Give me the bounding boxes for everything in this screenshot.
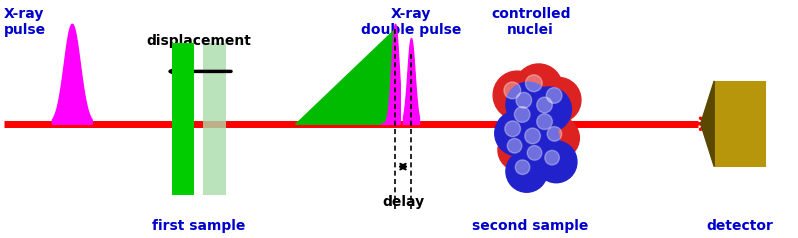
Ellipse shape (536, 78, 581, 122)
Text: detector: detector (707, 219, 773, 233)
Ellipse shape (525, 128, 540, 144)
Ellipse shape (506, 82, 551, 127)
Ellipse shape (537, 97, 552, 113)
Ellipse shape (526, 75, 543, 92)
Ellipse shape (495, 111, 539, 156)
Ellipse shape (493, 71, 541, 119)
Bar (714, 81, 766, 167)
Text: controlled
nuclei: controlled nuclei (491, 7, 571, 37)
Text: displacement: displacement (146, 34, 251, 48)
Ellipse shape (508, 139, 522, 153)
Ellipse shape (515, 118, 559, 163)
Ellipse shape (516, 160, 530, 174)
Ellipse shape (515, 107, 530, 122)
Ellipse shape (498, 129, 539, 171)
Bar (203, 43, 226, 195)
Text: first sample: first sample (152, 219, 246, 233)
Ellipse shape (504, 82, 521, 99)
Ellipse shape (515, 64, 563, 112)
Ellipse shape (505, 121, 520, 137)
Text: delay: delay (382, 195, 424, 209)
Ellipse shape (516, 92, 531, 108)
Ellipse shape (506, 150, 547, 192)
Ellipse shape (527, 104, 571, 149)
Bar (172, 43, 194, 195)
Ellipse shape (537, 114, 552, 129)
Ellipse shape (527, 87, 571, 132)
Ellipse shape (504, 97, 549, 141)
Text: second sample: second sample (472, 219, 589, 233)
Text: X-ray
double pulse: X-ray double pulse (361, 7, 461, 37)
Ellipse shape (547, 127, 562, 141)
Ellipse shape (538, 117, 579, 159)
Text: X-ray
pulse: X-ray pulse (4, 7, 46, 37)
Ellipse shape (547, 88, 562, 103)
Ellipse shape (545, 150, 559, 165)
Ellipse shape (518, 136, 559, 178)
Ellipse shape (535, 141, 577, 183)
Polygon shape (701, 81, 714, 167)
Ellipse shape (527, 146, 542, 160)
